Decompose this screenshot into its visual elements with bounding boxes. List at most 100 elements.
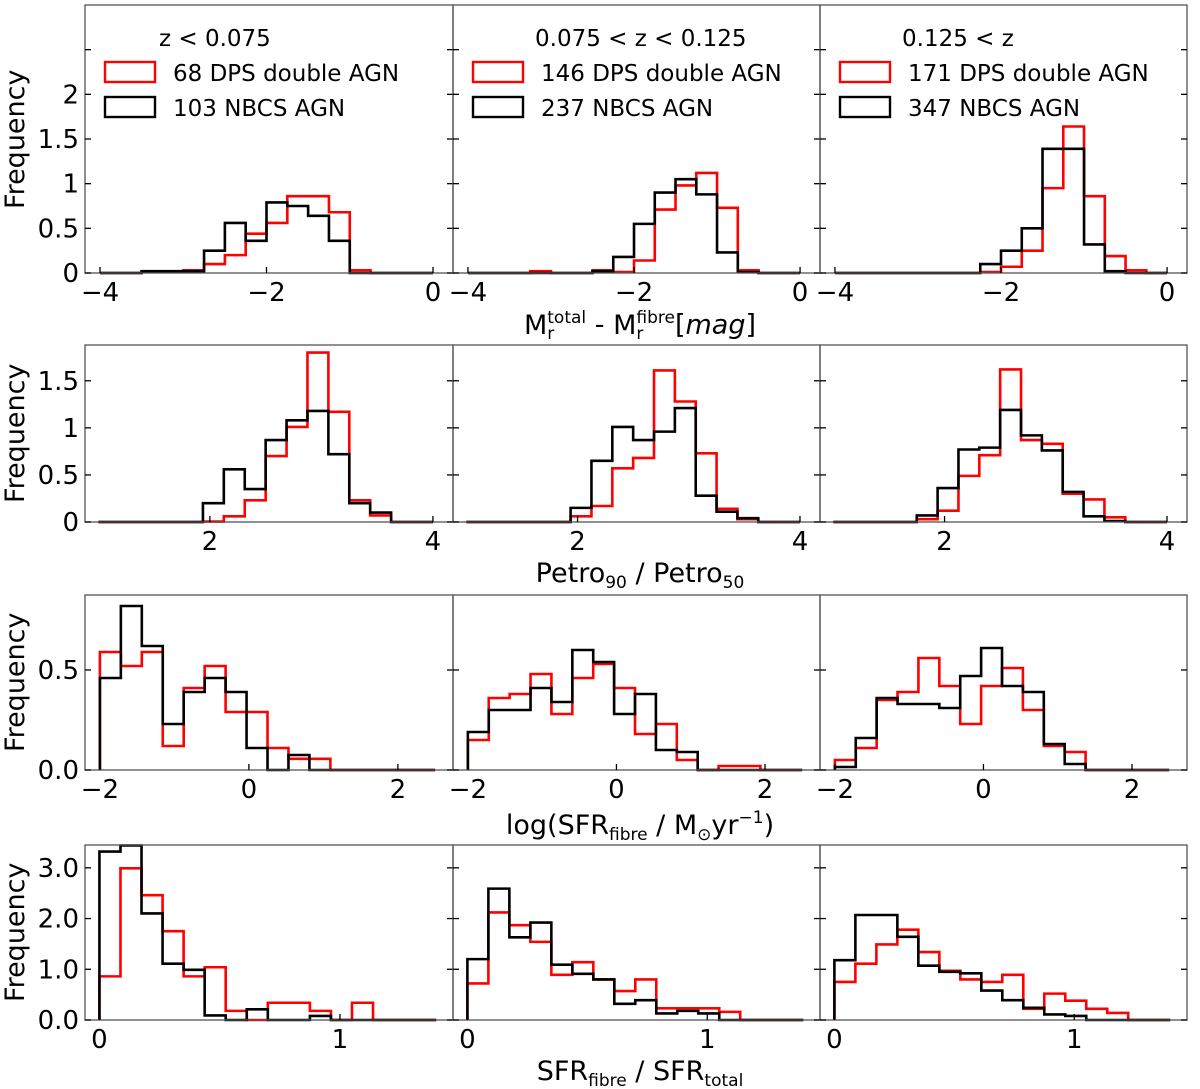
legend-swatch-dps	[103, 60, 157, 84]
x-tick-label: −2	[247, 278, 285, 308]
legend-title: 0.125 < z	[902, 26, 1014, 52]
x-tick-label: −4	[816, 278, 854, 308]
x-label-sub: 50	[722, 573, 745, 593]
histogram-step-nbcs	[833, 913, 1171, 1022]
legend-swatch-nbcs	[103, 95, 157, 119]
axes-frame	[84, 594, 454, 771]
x-label-superscript: fibre	[636, 308, 675, 328]
x-tick-label: 0	[459, 1025, 476, 1055]
legend-label: 237 NBCS AGN	[541, 96, 713, 122]
y-tick-label: 3.0	[38, 854, 79, 884]
x-tick-label: 0	[241, 775, 258, 805]
y-tick-label: 0.5	[38, 461, 79, 491]
legend-swatch-dps	[838, 60, 892, 84]
x-label-text: / M	[647, 810, 698, 841]
y-tick-label: 1	[62, 414, 79, 444]
panel-r3-c0: 0 1 0.0 1.0 2.0 3.0	[38, 844, 454, 1055]
axes-frame	[84, 844, 454, 1021]
x-tick-label: 1	[1066, 1025, 1083, 1055]
histogram-step-dps	[833, 928, 1171, 1022]
panel-r2-c2: −2 0 2	[816, 594, 1188, 805]
x-label-text: yr	[711, 810, 739, 841]
y-axis-label: Frequency	[0, 862, 31, 1002]
y-tick-label: 1.5	[38, 367, 79, 397]
x-tick-label: 2	[1124, 775, 1141, 805]
legend-title: 0.075 < z < 0.125	[535, 26, 747, 52]
x-label-superscript: total	[547, 308, 587, 328]
x-label-text: M	[613, 309, 637, 341]
x-tick-label: 0	[608, 775, 625, 805]
x-tick-label: 1	[332, 1025, 349, 1055]
legend-label: 171 DPS double AGN	[908, 61, 1149, 87]
axes-frame	[84, 344, 454, 523]
axes-frame	[452, 844, 821, 1021]
x-tick-label: 1	[699, 1025, 716, 1055]
x-tick-label: 4	[1159, 527, 1176, 557]
x-tick-label: 2	[757, 775, 774, 805]
x-tick-label: 0	[826, 1025, 843, 1055]
panel-r0-c0: −4 −2 0 0 0.5 1 1.5 2 z < 0.075 68 DPS double AGN…	[38, 4, 454, 308]
histogram-step-dps	[466, 369, 800, 524]
y-tick-label: 0.5	[38, 214, 79, 244]
legend-title: z < 0.075	[159, 26, 271, 52]
panel-r0-c2: −4 −2 0 0.125 < z 171 DPS double AGN 347 NBCS…	[816, 4, 1188, 308]
x-label-text: M	[523, 309, 548, 341]
x-label-subscript: r	[636, 324, 644, 345]
panel-r2-c1: −2 0 2	[449, 594, 821, 805]
x-tick-label: −4	[81, 278, 119, 308]
y-tick-label: 1.0	[38, 955, 79, 985]
x-label-sub: fibre	[609, 825, 648, 845]
y-axis-label: Frequency	[0, 363, 31, 503]
histogram-step-nbcs	[466, 648, 803, 772]
axes-frame	[452, 344, 821, 523]
x-tick-label: 2	[202, 527, 219, 557]
y-tick-label: 0.0	[38, 756, 79, 786]
axes-frame	[819, 344, 1188, 523]
x-tick-label: 0	[91, 1025, 108, 1055]
x-label-scripts: total r	[547, 308, 587, 345]
y-tick-label: 1	[62, 170, 79, 200]
x-label-text: -	[586, 309, 614, 341]
histogram-step-nbcs	[834, 147, 1168, 275]
x-label-text: Petro	[535, 558, 606, 589]
y-axis-label: Frequency	[0, 69, 31, 209]
x-label-subscript: r	[547, 324, 555, 345]
x-label-sub: total	[704, 1071, 744, 1089]
x-tick-label: 2	[936, 527, 953, 557]
x-axis-label: Petro90 / Petro50	[536, 560, 745, 592]
x-label-text: / SFR	[626, 1056, 705, 1087]
x-tick-label: 4	[425, 527, 442, 557]
y-tick-label: 0.5	[38, 656, 79, 686]
legend-label: 103 NBCS AGN	[173, 96, 345, 122]
x-tick-label: 0	[792, 278, 809, 308]
x-tick-label: 0	[425, 278, 442, 308]
panel-r2-c0: −2 0 2 0.0 0.5	[38, 594, 454, 805]
histogram-step-dps	[98, 351, 433, 524]
x-label-text: / Petro	[626, 558, 723, 589]
panel-r0-c1: −4 −2 0 0.075 < z < 0.125 146 DPS double AGN…	[449, 4, 821, 308]
x-tick-label: −4	[449, 278, 487, 308]
histogram-step-dps	[467, 171, 801, 275]
y-tick-label: 2.0	[38, 905, 79, 935]
x-axis-label: SFRfibre / SFRtotal	[537, 1058, 744, 1089]
axes-frame	[452, 594, 821, 771]
histogram-step-nbcs	[466, 887, 804, 1022]
legend-label: 68 DPS double AGN	[173, 61, 399, 87]
legend-label: 146 DPS double AGN	[541, 61, 782, 87]
histogram-step-nbcs	[833, 408, 1167, 524]
x-label-text: SFR	[536, 1056, 589, 1087]
x-axis-label: log(SFRfibre / M⊙yr−1)	[506, 810, 774, 844]
x-tick-label: −2	[81, 775, 119, 805]
x-label-scripts: fibre r	[636, 308, 675, 345]
x-label-text: )	[763, 810, 775, 841]
x-tick-label: −2	[816, 775, 854, 805]
y-tick-label: 0	[62, 508, 79, 538]
x-tick-label: −2	[615, 278, 653, 308]
